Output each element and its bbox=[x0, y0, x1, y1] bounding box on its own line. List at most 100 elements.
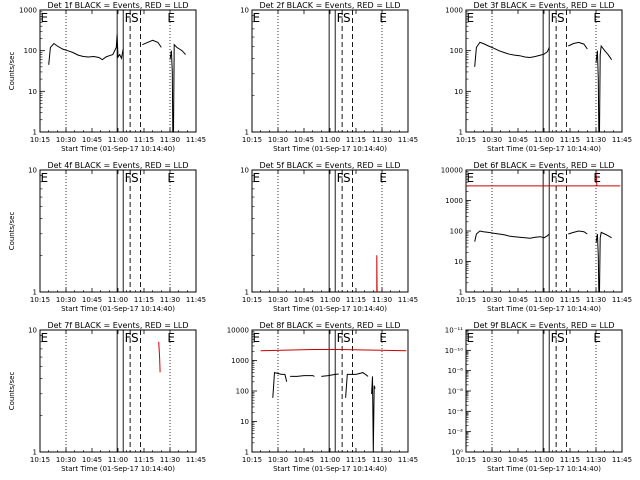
panel-1: Det 1f BLACK = Events, RED = LLD 10:15 10:… bbox=[8, 1, 206, 153]
y-tick-label: 10 bbox=[28, 167, 37, 175]
event-marker-label: E bbox=[253, 171, 261, 185]
x-tick-label: 11:00 bbox=[108, 456, 128, 464]
x-tick-label: 11:30 bbox=[160, 136, 180, 144]
event-marker-label: E bbox=[41, 11, 49, 25]
y-tick-label: 10 bbox=[240, 7, 249, 15]
panel-7: Det 7f BLACK = Events, RED = LLD 10:15 10:… bbox=[8, 321, 206, 473]
x-axis-label: Start Time (01-Sep-17 10:14:40) bbox=[61, 305, 175, 313]
series-line-events bbox=[272, 371, 288, 398]
x-tick-label: 11:45 bbox=[612, 296, 632, 304]
event-marker-label: F bbox=[125, 331, 132, 345]
event-marker-label: E bbox=[253, 331, 261, 345]
x-tick-label: 10:45 bbox=[294, 296, 314, 304]
x-tick-label: 10:15 bbox=[30, 296, 50, 304]
y-tick-label: 1 bbox=[459, 129, 463, 137]
event-marker-label: F bbox=[125, 171, 132, 185]
y-tick-label: 1000 bbox=[445, 7, 463, 15]
x-axis-label: Start Time (01-Sep-17 10:14:40) bbox=[273, 305, 387, 313]
series-line-events bbox=[321, 373, 339, 377]
event-marker-label: E bbox=[167, 331, 175, 345]
x-tick-label: 10:15 bbox=[456, 136, 476, 144]
series-line-events bbox=[474, 230, 550, 242]
x-tick-label: 10:45 bbox=[508, 136, 528, 144]
x-tick-label: 11:00 bbox=[320, 456, 340, 464]
event-marker-label: E bbox=[41, 331, 49, 345]
panel-9: Det 9f BLACK = Events, RED = LLD 10:15 10:… bbox=[445, 321, 632, 473]
series-line-events bbox=[142, 39, 162, 48]
panel-title: Det 6f BLACK = Events, RED = LLD bbox=[473, 161, 614, 170]
x-tick-label: 11:45 bbox=[186, 136, 206, 144]
event-marker-label: E bbox=[167, 11, 175, 25]
y-tick-label: 100 bbox=[450, 228, 463, 236]
y-tick-label: 10000 bbox=[227, 327, 249, 335]
series-line-lld bbox=[595, 171, 598, 186]
y-tick-label: 10⁰ bbox=[451, 449, 463, 457]
panel-title: Det 3f BLACK = Events, RED = LLD bbox=[473, 1, 614, 10]
event-marker-label: E bbox=[167, 171, 175, 185]
x-tick-label: 10:30 bbox=[268, 456, 288, 464]
y-tick-label: 1 bbox=[33, 129, 37, 137]
x-tick-label: 11:00 bbox=[108, 136, 128, 144]
x-tick-label: 11:15 bbox=[346, 456, 366, 464]
x-tick-label: 10:15 bbox=[242, 136, 262, 144]
y-tick-label: 10 bbox=[28, 88, 37, 96]
y-tick-label: 1 bbox=[33, 449, 37, 457]
x-tick-label: 11:45 bbox=[612, 136, 632, 144]
x-tick-label: 11:45 bbox=[612, 456, 632, 464]
x-tick-label: 10:45 bbox=[294, 456, 314, 464]
x-axis-label: Start Time (01-Sep-17 10:14:40) bbox=[61, 465, 175, 473]
event-marker-label: S bbox=[557, 171, 565, 185]
x-tick-label: 11:45 bbox=[398, 456, 418, 464]
x-tick-label: 10:30 bbox=[268, 296, 288, 304]
x-tick-label: 10:30 bbox=[482, 136, 502, 144]
event-marker-label: S bbox=[343, 331, 351, 345]
plot-frame bbox=[251, 329, 409, 453]
x-tick-label: 10:30 bbox=[268, 136, 288, 144]
panel-title: Det 8f BLACK = Events, RED = LLD bbox=[259, 321, 400, 330]
y-tick-label: 100 bbox=[236, 388, 249, 396]
x-axis-label: Start Time (01-Sep-17 10:14:40) bbox=[487, 305, 601, 313]
y-tick-label: 10 bbox=[454, 258, 463, 266]
x-tick-label: 10:15 bbox=[242, 456, 262, 464]
event-marker-label: F bbox=[337, 331, 344, 345]
x-tick-label: 11:30 bbox=[160, 296, 180, 304]
y-tick-label: 1000 bbox=[445, 197, 463, 205]
event-marker-label: E bbox=[467, 171, 475, 185]
x-tick-label: 11:15 bbox=[346, 296, 366, 304]
event-marker-label: F bbox=[551, 331, 558, 345]
plot-frame bbox=[39, 329, 197, 453]
y-tick-label: 10⁻² bbox=[448, 428, 464, 436]
x-tick-label: 11:30 bbox=[160, 456, 180, 464]
event-marker-label: E bbox=[467, 331, 475, 345]
x-tick-label: 10:45 bbox=[508, 296, 528, 304]
x-tick-label: 11:30 bbox=[372, 456, 392, 464]
x-tick-label: 11:15 bbox=[134, 136, 154, 144]
event-marker-label: S bbox=[343, 11, 351, 25]
y-tick-label: 100 bbox=[450, 47, 463, 55]
x-tick-label: 11:30 bbox=[586, 136, 606, 144]
y-tick-label: 10 bbox=[454, 88, 463, 96]
x-tick-label: 10:15 bbox=[456, 456, 476, 464]
x-axis-label: Start Time (01-Sep-17 10:14:40) bbox=[487, 145, 601, 153]
event-marker-label: E bbox=[593, 11, 601, 25]
y-tick-label: 1000 bbox=[231, 357, 249, 365]
x-tick-label: 11:15 bbox=[134, 456, 154, 464]
event-marker-label: S bbox=[131, 171, 139, 185]
plot-frame bbox=[251, 169, 409, 293]
plot-frame bbox=[465, 329, 623, 453]
panel-title: Det 9f BLACK = Events, RED = LLD bbox=[473, 321, 614, 330]
x-tick-label: 11:00 bbox=[534, 136, 554, 144]
event-marker-label: F bbox=[125, 11, 132, 25]
x-tick-label: 11:45 bbox=[186, 296, 206, 304]
x-tick-label: 10:15 bbox=[456, 296, 476, 304]
panel-5: Det 5f BLACK = Events, RED = LLD 10:15 10:… bbox=[240, 161, 418, 313]
event-marker-label: E bbox=[467, 11, 475, 25]
x-tick-label: 10:45 bbox=[508, 456, 528, 464]
x-tick-label: 11:15 bbox=[560, 136, 580, 144]
x-axis-label: Start Time (01-Sep-17 10:14:40) bbox=[273, 145, 387, 153]
event-marker-label: S bbox=[557, 331, 565, 345]
panel-title: Det 2f BLACK = Events, RED = LLD bbox=[259, 1, 400, 10]
x-tick-label: 11:15 bbox=[346, 136, 366, 144]
panel-6: Det 6f BLACK = Events, RED = LLD 10:15 10:… bbox=[441, 161, 632, 313]
